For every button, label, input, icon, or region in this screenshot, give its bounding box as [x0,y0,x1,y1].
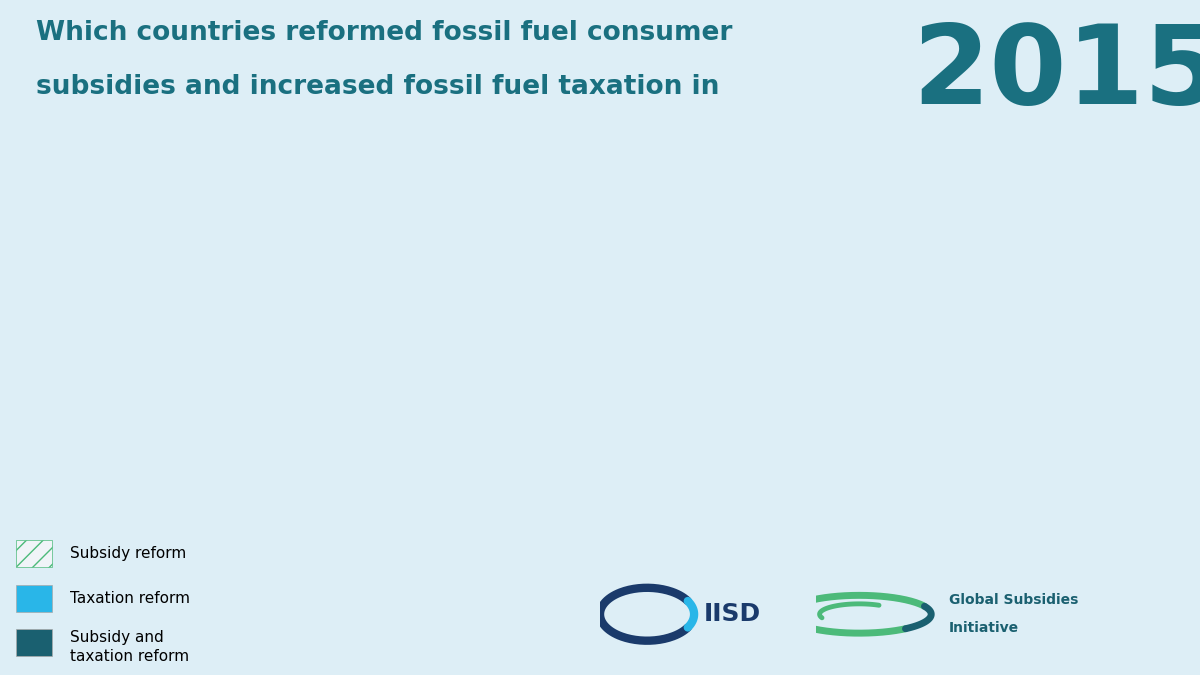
Text: Subsidy and: Subsidy and [70,630,163,645]
Text: Subsidy reform: Subsidy reform [70,546,186,561]
Bar [16,585,52,612]
Text: 2015: 2015 [912,20,1200,128]
Text: Which countries reformed fossil fuel consumer: Which countries reformed fossil fuel con… [36,20,732,47]
Text: Global Subsidies: Global Subsidies [949,593,1079,607]
Text: Taxation reform: Taxation reform [70,591,190,605]
Text: IISD: IISD [704,602,761,626]
Text: Initiative: Initiative [949,622,1019,635]
Text: subsidies and increased fossil fuel taxation in: subsidies and increased fossil fuel taxa… [36,74,719,101]
Bar [16,629,52,656]
Bar [16,540,52,567]
Text: taxation reform: taxation reform [70,649,188,664]
